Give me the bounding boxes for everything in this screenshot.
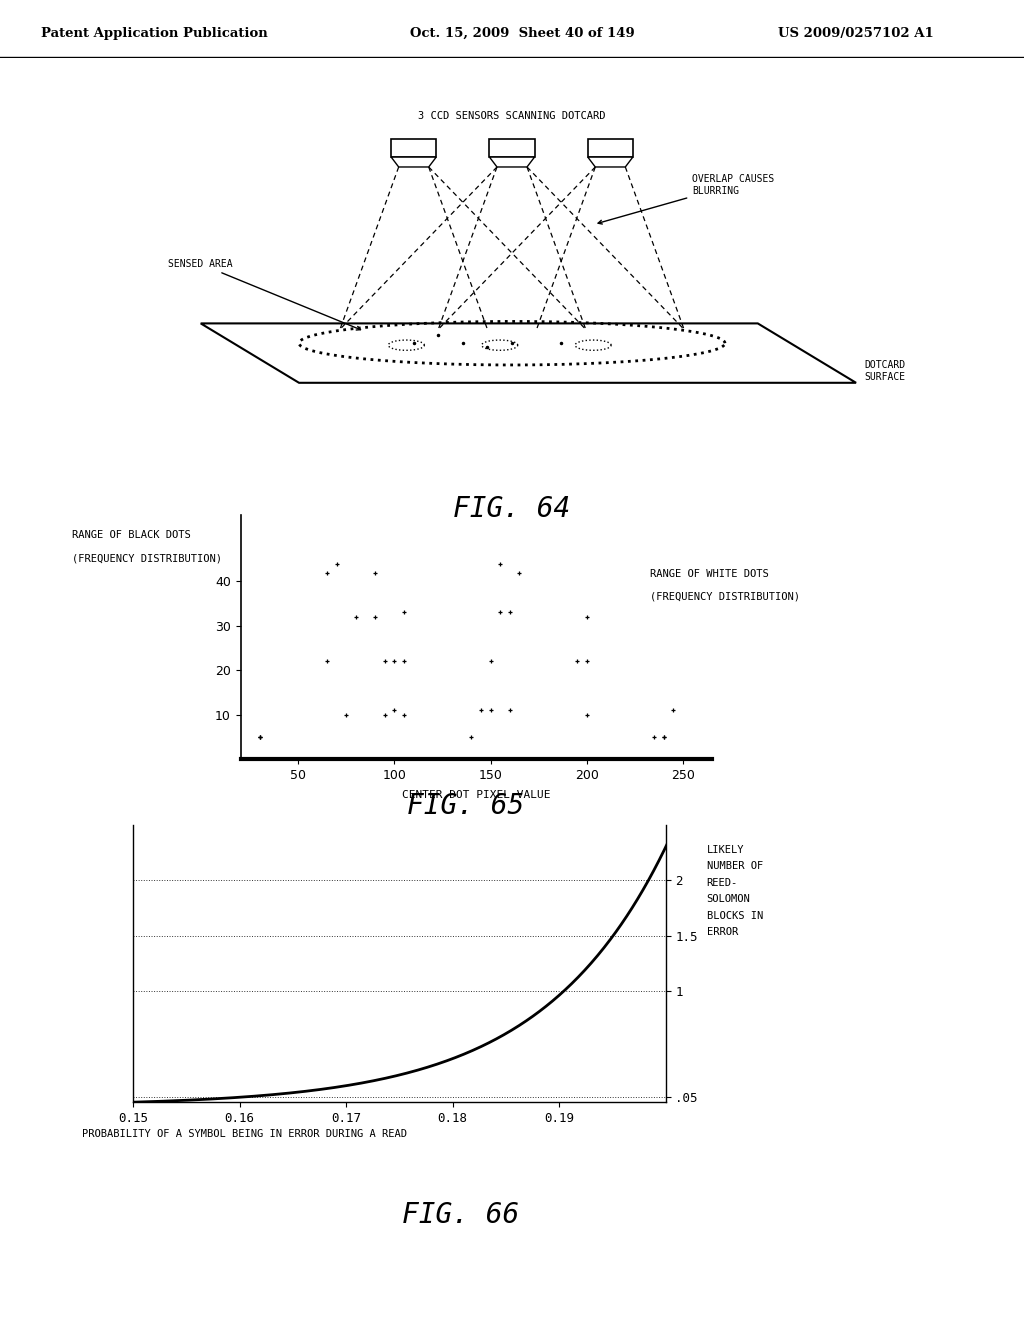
- Point: [386, 700, 402, 721]
- Text: RANGE OF WHITE DOTS: RANGE OF WHITE DOTS: [650, 569, 769, 579]
- Point: [646, 726, 663, 747]
- Point: [655, 726, 672, 747]
- Point: [482, 651, 499, 672]
- Point: [511, 562, 527, 583]
- Point: [665, 700, 681, 721]
- Point: [569, 651, 586, 672]
- Point: [318, 651, 335, 672]
- Text: SENSED AREA: SENSED AREA: [168, 259, 360, 330]
- Polygon shape: [588, 157, 633, 168]
- Point: [377, 704, 393, 725]
- Point: [482, 700, 499, 721]
- Text: PROBABILITY OF A SYMBOL BEING IN ERROR DURING A READ: PROBABILITY OF A SYMBOL BEING IN ERROR D…: [82, 1129, 407, 1139]
- X-axis label: CENTER DOT PIXEL VALUE: CENTER DOT PIXEL VALUE: [401, 791, 551, 800]
- Point: [252, 726, 268, 747]
- Point: [348, 606, 365, 627]
- Text: Patent Application Publication: Patent Application Publication: [41, 26, 267, 40]
- Text: FIG. 66: FIG. 66: [402, 1201, 519, 1229]
- Text: FIG. 65: FIG. 65: [408, 792, 524, 820]
- Point: [377, 651, 393, 672]
- Text: FIG. 64: FIG. 64: [454, 495, 570, 523]
- Polygon shape: [391, 157, 436, 168]
- Point: [329, 553, 345, 574]
- Point: [252, 726, 268, 747]
- Point: [367, 562, 383, 583]
- Polygon shape: [489, 157, 535, 168]
- Text: OVERLAP CAUSES
BLURRING: OVERLAP CAUSES BLURRING: [598, 174, 774, 224]
- Text: (FREQUENCY DISTRIBUTION): (FREQUENCY DISTRIBUTION): [72, 553, 221, 564]
- Text: (FREQUENCY DISTRIBUTION): (FREQUENCY DISTRIBUTION): [650, 591, 800, 602]
- Bar: [391, 140, 436, 157]
- Point: [579, 606, 595, 627]
- Point: [252, 726, 268, 747]
- Point: [502, 602, 518, 623]
- Point: [502, 700, 518, 721]
- Text: DOTCARD
SURFACE: DOTCARD SURFACE: [864, 360, 905, 381]
- Point: [473, 700, 489, 721]
- Point: [492, 602, 508, 623]
- Point: [386, 651, 402, 672]
- Point: [338, 704, 354, 725]
- Point: [396, 602, 413, 623]
- Bar: [588, 140, 633, 157]
- Point: [367, 606, 383, 627]
- Text: US 2009/0257102 A1: US 2009/0257102 A1: [778, 26, 934, 40]
- Point: [396, 651, 413, 672]
- Bar: [489, 140, 535, 157]
- Text: 3 CCD SENSORS SCANNING DOTCARD: 3 CCD SENSORS SCANNING DOTCARD: [418, 111, 606, 121]
- Point: [396, 704, 413, 725]
- Text: Oct. 15, 2009  Sheet 40 of 149: Oct. 15, 2009 Sheet 40 of 149: [410, 26, 634, 40]
- Point: [655, 726, 672, 747]
- Point: [463, 726, 479, 747]
- Text: RANGE OF BLACK DOTS: RANGE OF BLACK DOTS: [72, 529, 190, 540]
- Point: [579, 651, 595, 672]
- Point: [579, 704, 595, 725]
- Point: [318, 562, 335, 583]
- Point: [492, 553, 508, 574]
- Text: LIKELY
NUMBER OF
REED-
SOLOMON
BLOCKS IN
ERROR: LIKELY NUMBER OF REED- SOLOMON BLOCKS IN…: [707, 845, 763, 937]
